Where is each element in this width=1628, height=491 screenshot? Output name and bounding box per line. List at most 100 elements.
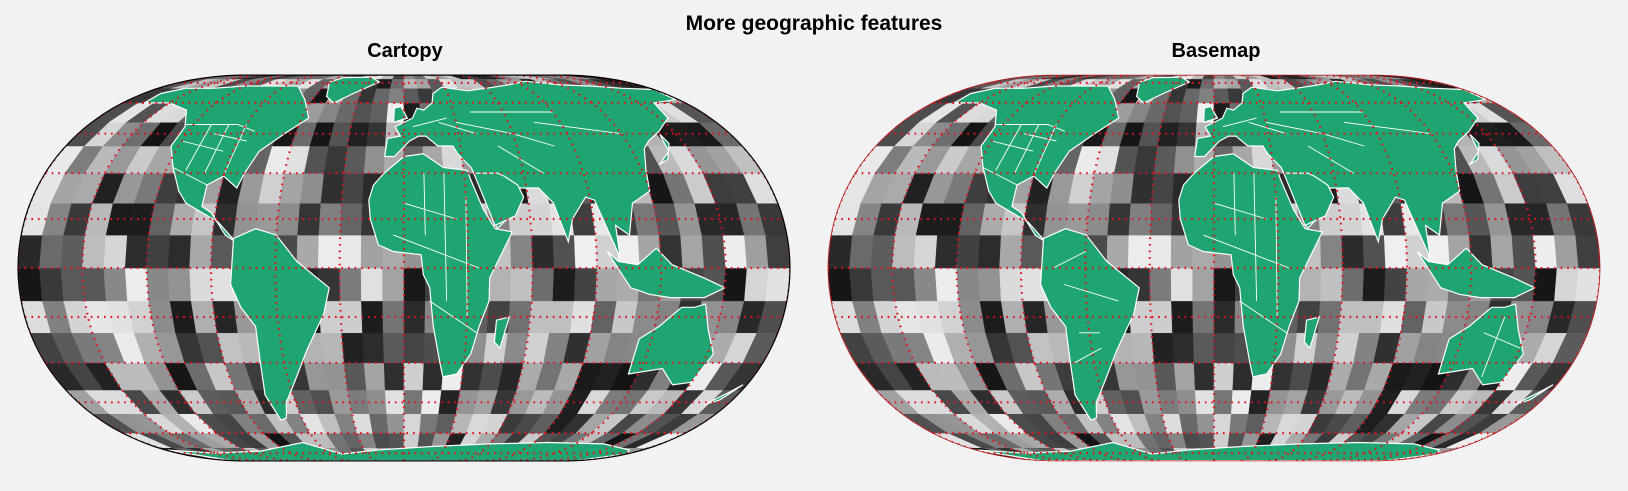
country-border — [172, 167, 208, 186]
land-arabia — [472, 172, 525, 227]
country-border — [438, 121, 477, 135]
raster-cell — [362, 332, 385, 364]
raster-cell — [1198, 88, 1215, 104]
raster-cell — [320, 332, 345, 364]
raster-cell — [1130, 172, 1155, 204]
raster-cell — [382, 332, 405, 364]
raster-cell — [18, 267, 43, 302]
raster-cell — [892, 234, 917, 269]
country-border — [1203, 234, 1290, 269]
raster-cell — [892, 267, 917, 302]
raster-cell — [722, 267, 748, 302]
raster-cell — [1341, 234, 1365, 269]
raster-cell — [1149, 267, 1172, 302]
raster-cell — [1511, 234, 1536, 269]
raster-cell — [60, 267, 86, 302]
land-uk — [392, 105, 409, 124]
country-border — [1481, 316, 1506, 377]
raster-cell — [189, 234, 213, 269]
country-border — [1023, 133, 1057, 142]
raster-cell — [82, 267, 107, 302]
raster-cell — [382, 300, 405, 334]
raster-cell — [1196, 413, 1215, 434]
raster-cell — [341, 172, 365, 204]
raster-cell — [510, 267, 533, 302]
raster-cell — [146, 234, 171, 269]
raster-cell — [1173, 145, 1196, 174]
cartopy-panel-title: Cartopy — [367, 40, 443, 62]
raster-cell — [765, 234, 790, 269]
raster-cell — [382, 267, 405, 302]
raster-cell — [680, 234, 705, 269]
raster-cell — [403, 432, 420, 448]
raster-cell — [1213, 432, 1230, 448]
meridian-line — [486, 75, 599, 461]
country-border — [1222, 117, 1257, 128]
raster-cell — [1362, 267, 1386, 302]
raster-cell — [849, 234, 874, 269]
country-border — [995, 124, 1022, 171]
country-border — [1074, 347, 1103, 364]
meridian-line — [891, 75, 1078, 461]
raster-cell — [360, 267, 383, 302]
raster-cell — [1532, 267, 1558, 302]
meridian-line — [1019, 75, 1132, 461]
raster-cell — [386, 413, 405, 434]
land-south-america — [1039, 228, 1140, 421]
raster-cell — [1490, 234, 1515, 269]
raster-cell — [1194, 389, 1215, 414]
raster-cell — [1231, 389, 1252, 414]
raster-cell — [82, 234, 107, 269]
raster-cell — [1151, 172, 1175, 204]
raster-cell — [531, 234, 555, 269]
raster-cell — [167, 234, 192, 269]
raster-cell — [1192, 267, 1215, 302]
raster-field — [18, 75, 790, 461]
raster-cell — [701, 234, 726, 269]
raster-cell — [765, 267, 790, 302]
cartopy-map — [17, 74, 791, 462]
raster-cell — [343, 362, 367, 391]
raster-cell — [1192, 300, 1215, 334]
raster-cell — [189, 267, 213, 302]
raster-cell — [510, 234, 533, 269]
raster-cell — [1213, 267, 1236, 302]
land-antarctica — [975, 441, 1441, 461]
raster-cell — [934, 234, 959, 269]
raster-cell — [1383, 234, 1408, 269]
country-border — [497, 145, 544, 174]
country-border — [1064, 284, 1119, 302]
raster-cell — [870, 267, 896, 302]
raster-cell — [828, 234, 853, 269]
raster-cell — [339, 300, 363, 334]
raster-cell — [388, 88, 405, 104]
raster-cell — [1383, 267, 1408, 302]
raster-cell — [1320, 234, 1343, 269]
raster-cell — [1106, 234, 1130, 269]
raster-cell — [1179, 102, 1199, 123]
raster-cell — [317, 234, 341, 269]
raster-cell — [1193, 362, 1215, 391]
raster-cell — [1170, 267, 1193, 302]
raster-cell — [1213, 389, 1234, 414]
raster-cell — [1149, 234, 1172, 269]
raster-cell — [1130, 332, 1155, 364]
raster-cell — [1149, 202, 1173, 236]
raster-cell — [595, 267, 619, 302]
country-border — [1253, 173, 1258, 301]
country-border — [991, 140, 1034, 152]
raster-cell — [384, 389, 405, 414]
raster-cell — [369, 102, 389, 123]
raster-cell — [573, 234, 598, 269]
raster-cell — [1341, 267, 1365, 302]
raster-cell — [1171, 300, 1194, 334]
raster-cell — [531, 267, 555, 302]
land-australia — [627, 303, 715, 386]
gridlines — [18, 75, 790, 461]
raster-cell — [1020, 234, 1045, 269]
country-border — [1248, 121, 1287, 135]
raster-cell — [167, 267, 192, 302]
land-madagascar — [493, 316, 511, 350]
raster-cell — [124, 267, 149, 302]
land-nz — [703, 384, 744, 406]
